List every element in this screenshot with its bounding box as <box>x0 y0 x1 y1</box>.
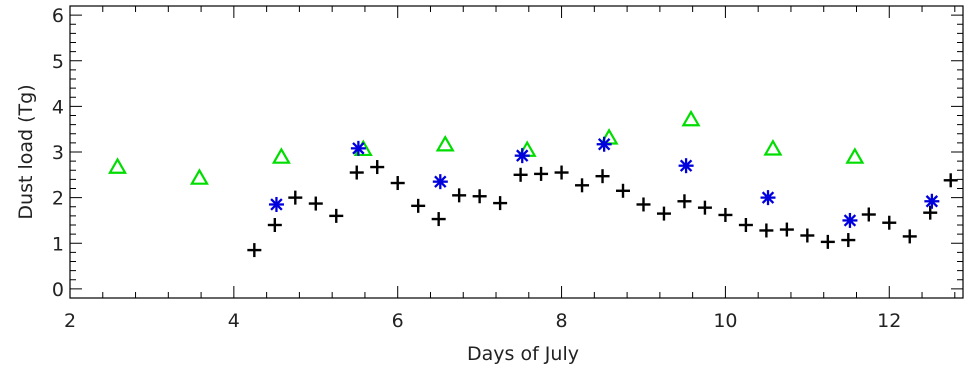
plus-point <box>431 212 446 227</box>
plus-point <box>943 173 958 188</box>
plus-point <box>759 223 774 238</box>
plus-point <box>861 207 876 222</box>
x-tick-label: 6 <box>392 310 404 332</box>
plus-point <box>411 198 426 213</box>
plus-point <box>472 189 487 204</box>
plus-point <box>288 190 303 205</box>
asterisk-point <box>350 140 366 156</box>
asterisk-point <box>514 148 530 164</box>
triangle-point <box>108 157 128 174</box>
plus-point <box>452 188 467 203</box>
plus-point <box>820 234 835 249</box>
plus-point <box>575 178 590 193</box>
x-tick-label: 4 <box>228 310 240 332</box>
x-tick-label: 12 <box>877 310 901 332</box>
asterisk-point <box>432 174 448 190</box>
plus-point <box>882 215 897 230</box>
plus-point <box>656 206 671 221</box>
plus-point <box>677 194 692 209</box>
plus-point <box>308 196 323 211</box>
triangle-point <box>271 147 291 164</box>
plus-point <box>390 176 405 191</box>
asterisk-point <box>596 136 612 152</box>
plus-point <box>718 207 733 222</box>
plus-point <box>247 243 262 258</box>
plus-point <box>513 167 528 182</box>
plus-point <box>267 218 282 232</box>
x-tick-label: 10 <box>713 310 737 332</box>
y-tick-label: 6 <box>52 5 64 27</box>
plus-point <box>841 233 856 248</box>
triangle-point <box>681 109 701 127</box>
y-tick-label: 2 <box>52 188 64 210</box>
triangle-point <box>435 134 455 152</box>
asterisk-point <box>268 196 284 212</box>
triangle-point <box>189 168 209 185</box>
plus-point <box>534 166 549 181</box>
x-axis-label: Days of July <box>467 343 579 365</box>
plus-point <box>370 160 385 175</box>
plus-point <box>493 196 508 211</box>
plus-point <box>697 200 712 215</box>
plus-point <box>636 197 651 212</box>
plus-point <box>595 169 610 184</box>
plus-point <box>923 205 938 220</box>
asterisk-point <box>842 212 858 228</box>
plus-point <box>902 229 917 244</box>
plot-frame <box>69 5 964 299</box>
asterisk-point <box>924 193 940 209</box>
y-tick-label: 5 <box>52 51 64 73</box>
y-axis-label: Dust load (Tg) <box>15 84 37 219</box>
y-tick-label: 0 <box>52 279 64 301</box>
plus-point <box>616 183 631 198</box>
plus-point <box>779 222 794 237</box>
x-tick-label: 2 <box>64 310 76 332</box>
plus-point <box>800 228 815 243</box>
data-marks <box>108 109 958 258</box>
plus-point <box>329 208 344 223</box>
asterisk-point <box>760 190 776 206</box>
x-tick-label: 8 <box>556 310 568 332</box>
triangle-point <box>763 139 783 156</box>
triangle-point <box>845 147 865 164</box>
y-tick-label: 4 <box>52 96 64 118</box>
y-tick-label: 1 <box>52 233 64 255</box>
y-tick-label: 3 <box>52 142 64 164</box>
plus-point <box>349 165 364 180</box>
plus-point <box>738 218 753 232</box>
plus-point <box>554 165 569 180</box>
asterisk-point <box>678 158 694 174</box>
